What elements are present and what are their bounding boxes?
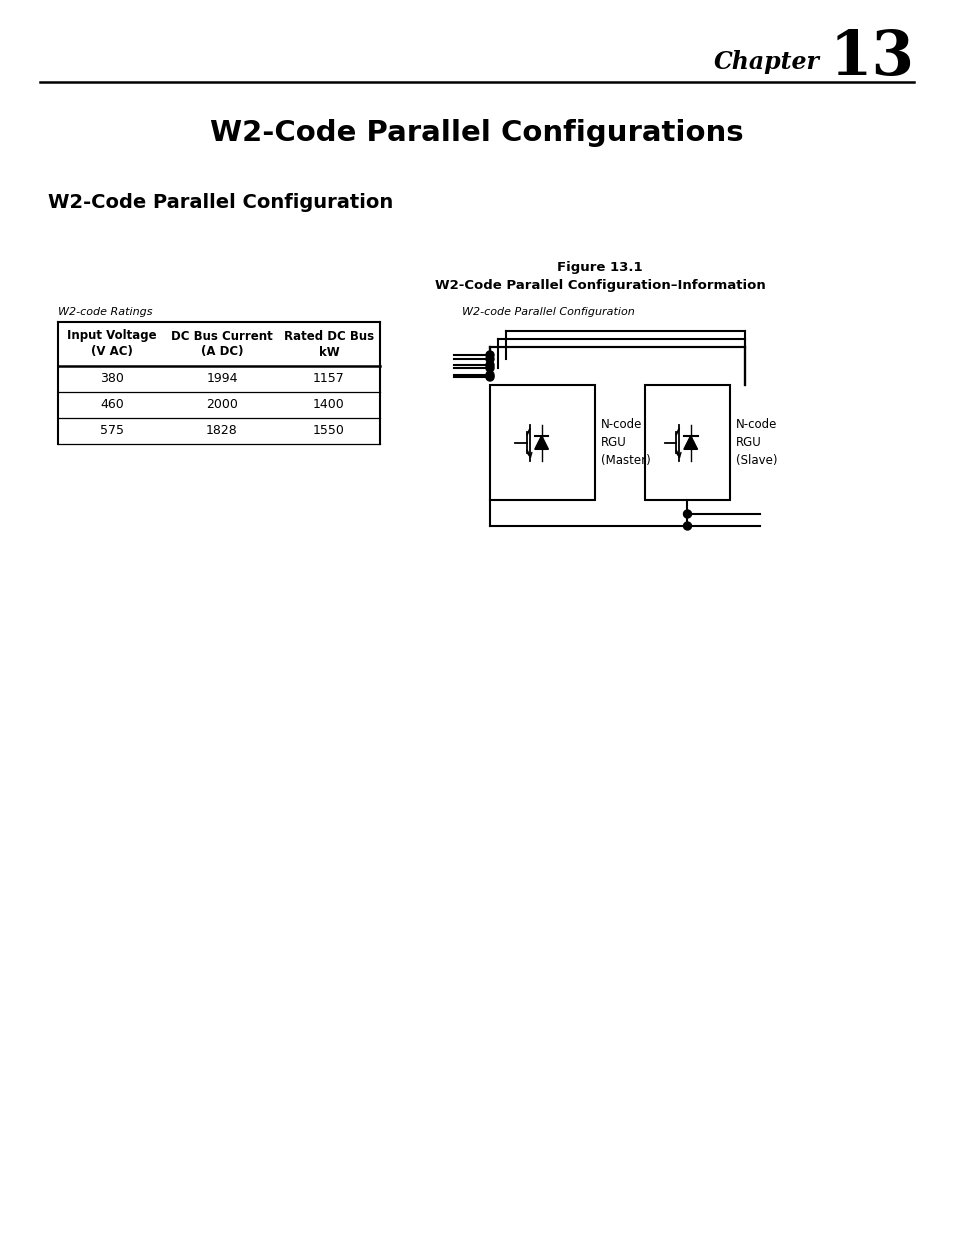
Text: Rated DC Bus
kW: Rated DC Bus kW: [284, 330, 374, 358]
Text: 575: 575: [100, 425, 124, 437]
Text: 380: 380: [100, 373, 124, 385]
Circle shape: [485, 364, 494, 372]
Circle shape: [485, 361, 494, 369]
Polygon shape: [683, 436, 697, 450]
Circle shape: [682, 522, 691, 530]
Text: W2-Code Parallel Configurations: W2-Code Parallel Configurations: [210, 119, 743, 147]
Text: DC Bus Current
(A DC): DC Bus Current (A DC): [171, 330, 273, 358]
Bar: [490, 385, 595, 500]
Text: N-code
RGU
(Slave): N-code RGU (Slave): [735, 417, 777, 467]
Text: Chapter: Chapter: [713, 49, 820, 74]
Text: W2-Code Parallel Configuration–Information: W2-Code Parallel Configuration–Informati…: [435, 279, 764, 291]
Text: 2000: 2000: [206, 399, 237, 411]
Text: 13: 13: [829, 28, 914, 88]
Circle shape: [485, 354, 494, 363]
Text: 1157: 1157: [313, 373, 345, 385]
Circle shape: [485, 351, 494, 359]
Text: Input Voltage
(V AC): Input Voltage (V AC): [67, 330, 156, 358]
Text: 460: 460: [100, 399, 124, 411]
Circle shape: [485, 373, 494, 382]
Circle shape: [485, 370, 494, 379]
Text: 1550: 1550: [313, 425, 345, 437]
Text: Figure 13.1: Figure 13.1: [557, 262, 642, 274]
Text: N-code
RGU
(Master): N-code RGU (Master): [600, 417, 650, 467]
Text: W2-code Parallel Configuration: W2-code Parallel Configuration: [461, 308, 634, 317]
Text: 1400: 1400: [313, 399, 345, 411]
Circle shape: [682, 510, 691, 517]
Polygon shape: [535, 436, 548, 450]
Text: 1994: 1994: [206, 373, 237, 385]
Text: W2-code Ratings: W2-code Ratings: [58, 308, 152, 317]
Text: 1828: 1828: [206, 425, 237, 437]
Text: W2-Code Parallel Configuration: W2-Code Parallel Configuration: [48, 193, 393, 211]
Bar: [644, 385, 729, 500]
